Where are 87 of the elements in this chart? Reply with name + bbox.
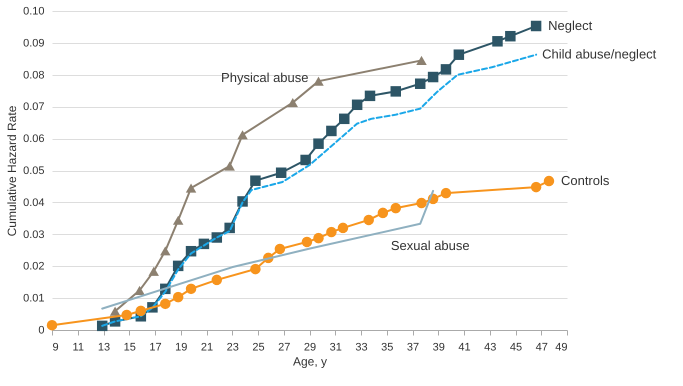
point	[390, 86, 402, 97]
y-tick-label: 0.08	[23, 69, 44, 82]
x-tick-label: 13	[98, 342, 110, 354]
point	[492, 36, 503, 47]
point	[300, 154, 311, 166]
point	[416, 56, 427, 65]
y-tick-label: 0.02	[23, 260, 44, 273]
point	[440, 64, 452, 75]
y-tick-label: 0.10	[23, 6, 44, 18]
y-axis-title: Cumulative Hazard Rate	[5, 105, 20, 236]
point	[414, 78, 426, 89]
x-tick-label: 27	[278, 342, 290, 354]
point	[160, 298, 171, 310]
point	[416, 198, 427, 208]
point	[250, 175, 261, 186]
series-label: Neglect	[548, 18, 593, 33]
point	[186, 284, 196, 294]
point	[237, 130, 248, 140]
point	[378, 208, 388, 218]
x-tick-label: 25	[252, 342, 265, 354]
x-tick-label: 49	[555, 342, 568, 354]
point	[160, 246, 171, 256]
point	[136, 306, 146, 316]
point	[544, 176, 554, 186]
point	[313, 138, 324, 149]
series-label: Sexual abuse	[390, 238, 470, 253]
point	[352, 100, 362, 110]
point	[313, 232, 324, 244]
point	[172, 292, 184, 302]
x-tick-label: 31	[330, 342, 342, 354]
y-tick-label: 0.05	[23, 165, 44, 177]
point	[46, 320, 58, 330]
y-tick-label: 0.04	[23, 196, 44, 209]
point	[302, 236, 312, 248]
point	[530, 20, 542, 32]
point	[505, 30, 516, 42]
point	[313, 76, 324, 86]
y-tick-label: 0.03	[23, 228, 44, 241]
x-tick-label: 21	[200, 342, 214, 354]
point	[148, 266, 159, 276]
point	[339, 114, 350, 124]
y-tick-label: 0	[38, 324, 44, 336]
x-tick-label: 11	[72, 342, 84, 354]
point	[250, 264, 261, 274]
point	[454, 49, 464, 60]
y-tick-label: 0.06	[23, 133, 44, 146]
x-tick-label: 15	[124, 342, 136, 354]
series-label: Child abuse/neglect	[542, 46, 657, 62]
point	[364, 90, 376, 102]
x-tick-label: 41	[458, 342, 471, 354]
x-tick-label: 37	[406, 342, 420, 354]
point	[428, 72, 438, 82]
point	[121, 310, 132, 320]
point	[338, 222, 348, 234]
x-tick-label: 43	[484, 342, 496, 354]
point	[172, 216, 184, 225]
x-tick-label: 45	[510, 342, 522, 354]
x-tick-label: 19	[175, 342, 188, 354]
y-tick-label: 0.09	[23, 37, 44, 50]
x-tick-label: 47	[536, 342, 548, 354]
point	[134, 286, 145, 295]
x-tick-label: 29	[304, 342, 316, 354]
point	[530, 182, 542, 192]
series-label: Physical abuse	[221, 70, 309, 86]
point	[390, 202, 402, 214]
point	[274, 244, 286, 254]
x-tick-label: 33	[355, 342, 368, 354]
point	[212, 274, 222, 286]
point	[326, 226, 337, 238]
x-axis-title: Age, y	[292, 354, 328, 368]
x-tick-label: 9	[52, 342, 59, 354]
y-tick-label: 0.01	[23, 292, 44, 305]
point	[110, 306, 120, 316]
point	[440, 188, 452, 198]
point	[224, 161, 235, 171]
x-tick-label: 23	[226, 342, 239, 354]
line-series	[101, 190, 434, 310]
point	[276, 167, 286, 178]
series-label: Controls	[560, 173, 610, 188]
point	[186, 184, 196, 193]
point	[363, 214, 374, 226]
x-tick-label: 39	[432, 342, 445, 354]
point	[326, 126, 337, 136]
x-tick-label: 17	[149, 342, 162, 354]
point	[288, 98, 298, 108]
y-tick-label: 0.07	[23, 101, 44, 114]
x-tick-label: 35	[381, 342, 394, 354]
